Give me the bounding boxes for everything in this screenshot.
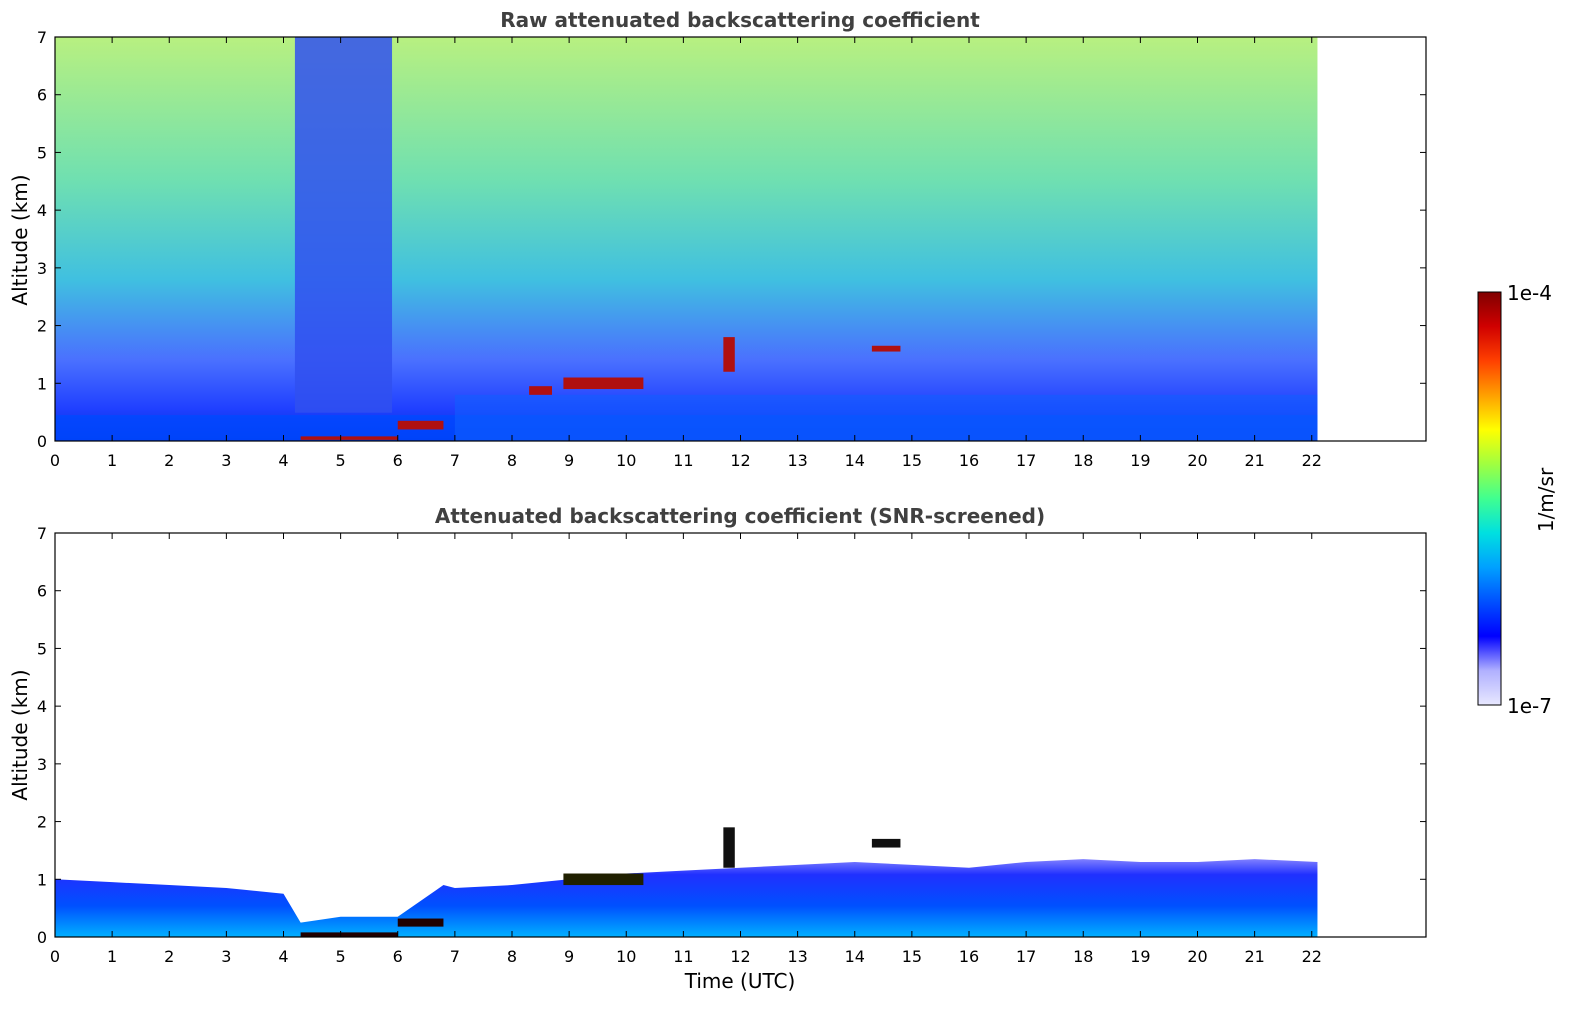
x-tick-label: 22 — [1302, 947, 1322, 966]
panel-title: Attenuated backscattering coefficient (S… — [435, 504, 1045, 528]
x-tick-label: 5 — [336, 947, 346, 966]
x-axis-label: Time (UTC) — [684, 969, 796, 993]
y-tick-label: 4 — [37, 697, 47, 716]
y-tick-label: 1 — [37, 374, 47, 393]
panel-title: Raw attenuated backscattering coefficien… — [500, 8, 980, 32]
x-tick-label: 8 — [507, 947, 517, 966]
x-tick-label: 4 — [278, 451, 288, 470]
clear-air-column — [294, 37, 393, 413]
x-tick-label: 12 — [730, 451, 750, 470]
x-tick-label: 21 — [1244, 451, 1264, 470]
y-tick-label: 2 — [37, 317, 47, 336]
x-tick-label: 15 — [902, 451, 922, 470]
y-tick-label: 0 — [37, 928, 47, 947]
heatmap-area — [55, 37, 1318, 441]
y-tick-label: 6 — [37, 86, 47, 105]
x-tick-label: 22 — [1302, 451, 1322, 470]
x-tick-label: 1 — [107, 947, 117, 966]
x-tick-label: 2 — [164, 947, 174, 966]
x-tick-label: 3 — [221, 947, 231, 966]
cloud-feature — [300, 932, 398, 937]
x-tick-label: 3 — [221, 451, 231, 470]
y-tick-label: 7 — [37, 28, 47, 47]
x-tick-label: 14 — [845, 947, 865, 966]
y-tick-label: 5 — [37, 143, 47, 162]
x-tick-label: 17 — [1016, 947, 1036, 966]
x-tick-label: 12 — [730, 947, 750, 966]
x-tick-label: 10 — [616, 947, 636, 966]
cloud-feature — [871, 838, 901, 848]
x-tick-label: 11 — [673, 947, 693, 966]
cloud-feature — [563, 873, 644, 886]
x-tick-label: 6 — [393, 947, 403, 966]
cloud-feature — [300, 436, 398, 440]
y-tick-label: 6 — [37, 582, 47, 601]
y-tick-label: 3 — [37, 755, 47, 774]
x-tick-label: 9 — [564, 947, 574, 966]
snr-screened-panel: Attenuated backscattering coefficient (S… — [8, 504, 1427, 993]
x-tick-label: 19 — [1130, 451, 1150, 470]
cloud-feature — [871, 345, 901, 352]
y-tick-label: 7 — [37, 524, 47, 543]
x-tick-label: 0 — [50, 947, 60, 966]
x-tick-label: 17 — [1016, 451, 1036, 470]
cloud-feature — [529, 386, 552, 395]
axis-ticks: 0 1 2 3 4 5 6 7 8 9 10 11 12 13 14 15 16 17 18 19 20 21 220123… — [37, 28, 1426, 470]
x-tick-label: 14 — [845, 451, 865, 470]
boundary-layer-band — [454, 394, 1318, 441]
y-tick-label: 0 — [37, 432, 47, 451]
x-tick-label: 16 — [959, 451, 979, 470]
cloud-feature — [723, 337, 735, 372]
x-tick-label: 21 — [1244, 947, 1264, 966]
x-tick-label: 20 — [1187, 451, 1207, 470]
heatmap-area — [55, 827, 1318, 937]
colorbar: 1e-4 1e-7 1/m/sr — [1477, 281, 1558, 718]
x-tick-label: 4 — [278, 947, 288, 966]
x-tick-label: 18 — [1073, 451, 1093, 470]
colorbar-max-label: 1e-4 — [1507, 281, 1552, 305]
x-tick-label: 10 — [616, 451, 636, 470]
colorbar-bar — [1477, 291, 1502, 706]
y-tick-label: 3 — [37, 259, 47, 278]
x-tick-label: 15 — [902, 947, 922, 966]
y-tick-label: 4 — [37, 201, 47, 220]
y-tick-label: 1 — [37, 870, 47, 889]
x-tick-label: 11 — [673, 451, 693, 470]
colorbar-unit-label: 1/m/sr — [1534, 467, 1558, 532]
x-tick-label: 7 — [450, 451, 460, 470]
y-tick-label: 5 — [37, 639, 47, 658]
axis-ticks: 0 1 2 3 4 5 6 7 8 9 10 11 12 13 14 15 16 17 18 19 20 21 220123… — [37, 524, 1426, 966]
y-axis-label: Altitude (km) — [8, 669, 32, 800]
x-tick-label: 13 — [787, 451, 807, 470]
x-tick-label: 5 — [336, 451, 346, 470]
x-tick-label: 6 — [393, 451, 403, 470]
heatmap-background — [55, 37, 1318, 441]
x-tick-label: 1 — [107, 451, 117, 470]
x-tick-label: 9 — [564, 451, 574, 470]
cloud-feature — [397, 918, 444, 927]
x-tick-label: 16 — [959, 947, 979, 966]
x-tick-label: 18 — [1073, 947, 1093, 966]
y-axis-label: Altitude (km) — [8, 174, 32, 305]
colorbar-min-label: 1e-7 — [1507, 694, 1552, 718]
raw-backscatter-panel: Raw attenuated backscattering coefficien… — [8, 8, 1427, 470]
x-tick-label: 20 — [1187, 947, 1207, 966]
cloud-feature — [563, 377, 644, 390]
x-tick-label: 2 — [164, 451, 174, 470]
x-tick-label: 0 — [50, 451, 60, 470]
x-tick-label: 13 — [787, 947, 807, 966]
cloud-feature — [723, 827, 735, 868]
x-tick-label: 7 — [450, 947, 460, 966]
x-tick-label: 8 — [507, 451, 517, 470]
x-tick-label: 19 — [1130, 947, 1150, 966]
y-tick-label: 2 — [37, 813, 47, 832]
cloud-feature — [397, 420, 444, 430]
screened-signal-region — [55, 859, 1318, 937]
